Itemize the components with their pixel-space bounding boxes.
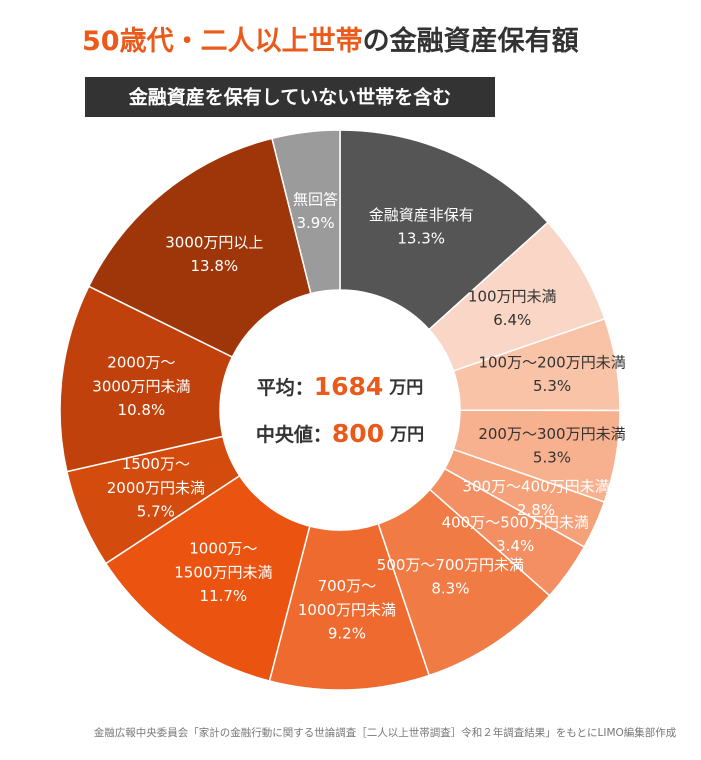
value-label: 5.3% [533,377,571,395]
value-label: 5.7% [137,503,175,521]
value-label: 3.9% [296,214,334,232]
slice-label: 1000万～ 1500万円未満 [174,539,272,581]
center-stat: 平均：1684 万円 [257,372,424,401]
center-stat-label: 中央値： [256,423,332,446]
slice-label: 100万円未満 [468,287,557,305]
slice-label: 3000万円以上 [165,233,263,251]
value-label: 9.2% [328,624,366,642]
value-label: 2.8% [517,501,555,519]
value-label: 6.4% [493,311,531,329]
slice-label: 100万～200万円未満 [478,353,625,371]
slice-label: 500万～700万円未満 [377,555,524,573]
slice-label: 200万～300万円未満 [478,425,625,443]
value-label: 13.8% [191,257,239,275]
center-stat-unit: 万円 [388,378,423,398]
center-stat-value: 1684 [314,372,384,401]
title-part: の金融資産保有額 [363,25,579,57]
center-stat-label: 平均： [257,376,314,399]
slice-label: 金融資産非保有 [369,206,474,224]
subtitle: 金融資産を保有していない世帯を含む [128,86,451,109]
slice-label: 400万～500万円未満 [442,513,589,531]
value-label: 3.4% [496,537,534,555]
slice-label: 2000万～ 3000万円未満 [92,353,190,395]
center-stat-unit: 万円 [389,425,424,445]
value-label: 5.3% [533,449,571,467]
slice [87,137,312,358]
value-label: 13.3% [397,230,445,248]
slice [271,129,341,295]
chart-title: 50歳代・二人以上世帯の金融資産保有額 [82,25,579,57]
value-label: 11.7% [200,587,248,605]
slice-label: 700万～ 1000万円未満 [298,576,396,618]
title-part: 50歳代・二人以上世帯 [82,25,363,57]
slice-label: 無回答 [293,190,338,208]
source: 金融広報中央委員会「家計の金融行動に関する世論調査［二人以上世帯調査］令和２年調… [94,726,677,739]
slice-label: 300万～400万円未満 [462,477,609,495]
value-label: 10.8% [118,401,166,419]
value-label: 8.3% [431,579,469,597]
slice [104,474,311,682]
slice [339,129,549,331]
center-stat: 中央値：800 万円 [256,419,424,448]
center-stat-value: 800 [332,419,384,448]
subtitle-box [85,77,495,117]
slice-label: 1500万～ 2000万円未満 [107,455,205,497]
slice [59,285,234,473]
